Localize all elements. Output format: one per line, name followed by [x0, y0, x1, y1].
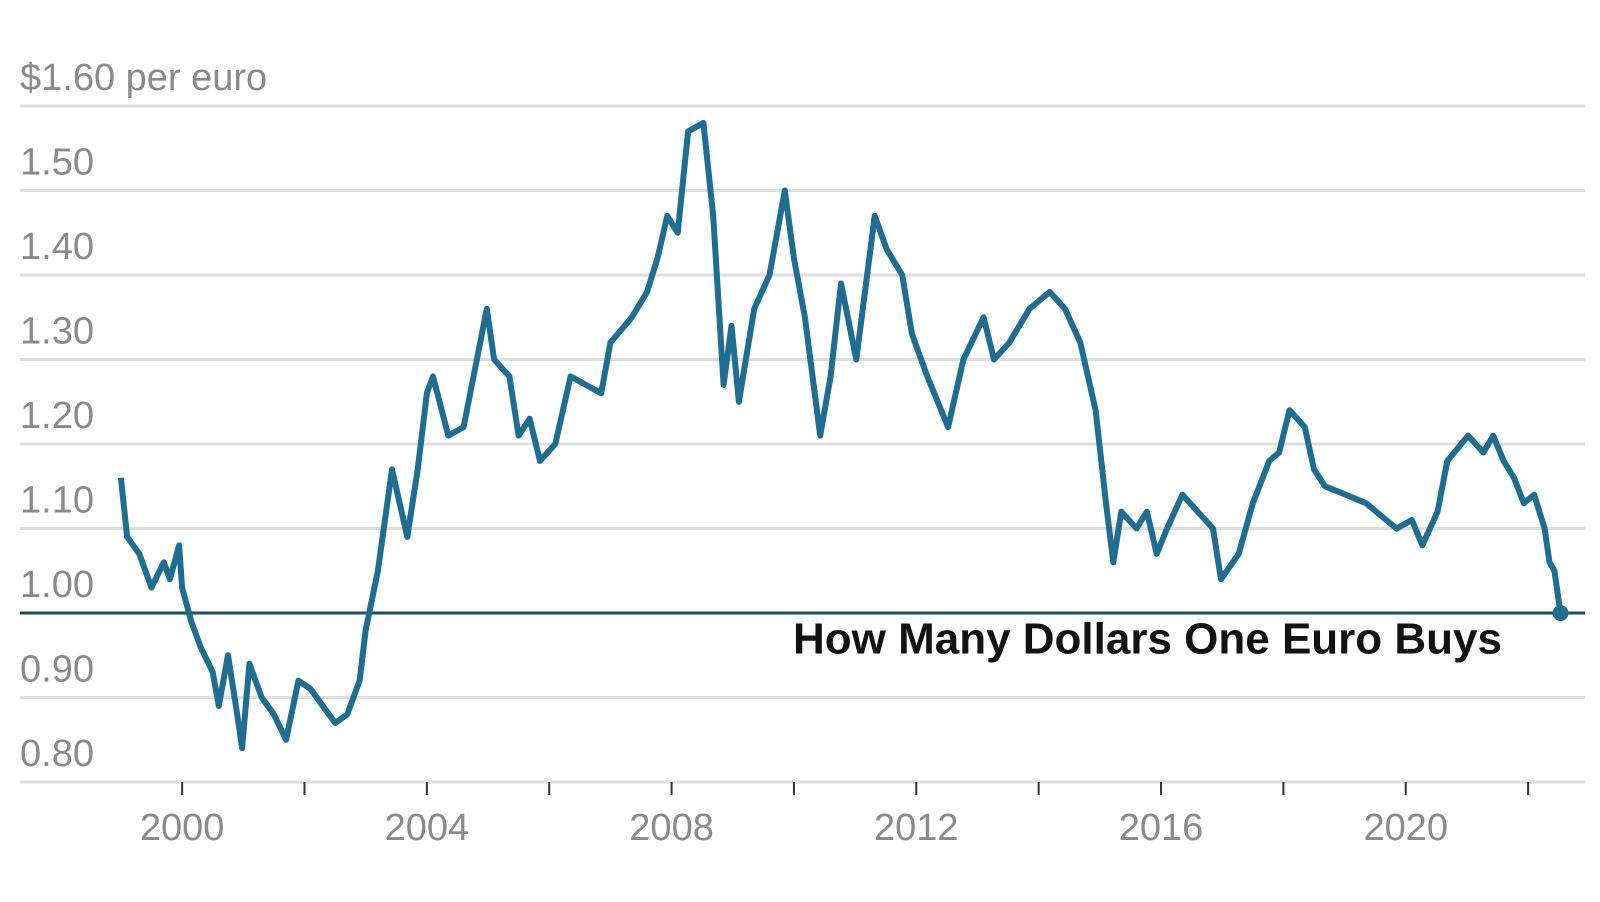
y-tick-label: 1.10: [20, 480, 94, 522]
y-tick-label: 1.50: [20, 142, 94, 184]
y-tick-label: 0.90: [20, 649, 94, 691]
x-tick-label: 2000: [140, 807, 225, 849]
end-point: [1552, 605, 1569, 621]
y-tick-label: 1.40: [20, 226, 94, 268]
y-tick-label: 1.20: [20, 395, 94, 437]
y-tick-label: 1.30: [20, 311, 94, 353]
x-tick-label: 2020: [1363, 807, 1448, 849]
series-line: [117, 119, 1564, 752]
x-tick-label: 2008: [629, 807, 714, 849]
chart-title: How Many Dollars One Euro Buys: [793, 615, 1502, 664]
x-tick-label: 2004: [385, 807, 470, 849]
y-tick-label: $1.60 per euro: [20, 57, 267, 99]
y-tick-label: 1.00: [20, 564, 94, 606]
x-tick-label: 2012: [874, 807, 959, 849]
y-tick-label: 0.80: [20, 733, 94, 775]
x-tick-label: 2016: [1119, 807, 1204, 849]
